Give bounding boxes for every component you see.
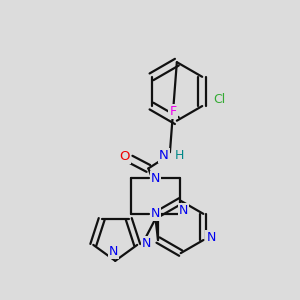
- Text: N: N: [142, 237, 151, 250]
- Text: O: O: [119, 150, 130, 163]
- Text: H: H: [175, 149, 184, 162]
- Text: N: N: [109, 245, 118, 258]
- Text: N: N: [179, 203, 188, 217]
- Text: N: N: [151, 172, 160, 185]
- Text: Cl: Cl: [213, 93, 225, 106]
- Text: N: N: [151, 207, 160, 220]
- Text: N: N: [159, 149, 169, 162]
- Text: F: F: [169, 105, 177, 118]
- Text: N: N: [206, 231, 216, 244]
